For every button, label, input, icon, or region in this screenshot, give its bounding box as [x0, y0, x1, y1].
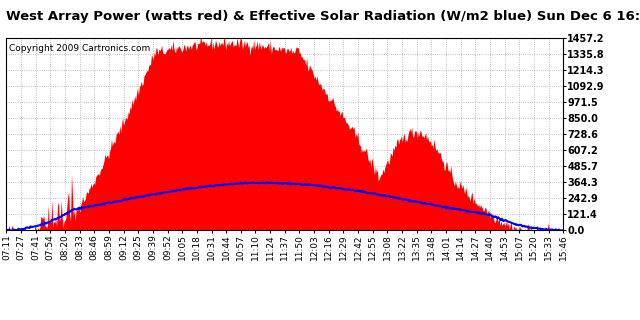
Text: Copyright 2009 Cartronics.com: Copyright 2009 Cartronics.com [9, 44, 150, 53]
Text: West Array Power (watts red) & Effective Solar Radiation (W/m2 blue) Sun Dec 6 1: West Array Power (watts red) & Effective… [6, 10, 640, 23]
